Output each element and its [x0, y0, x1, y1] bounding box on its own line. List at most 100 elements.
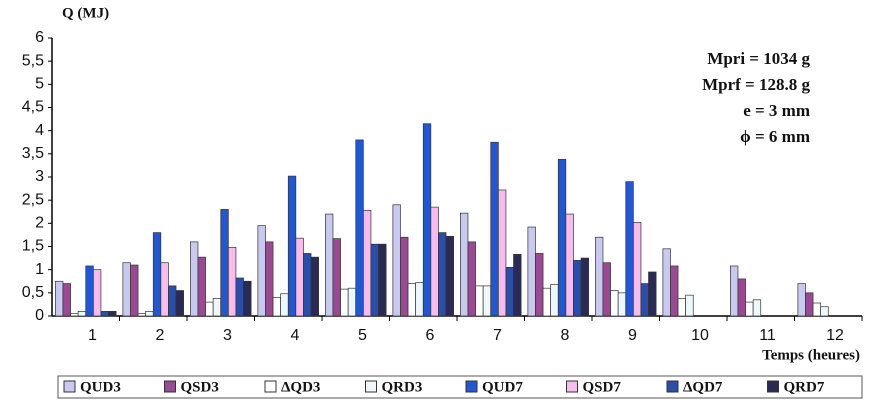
bar [648, 271, 657, 317]
bar [573, 260, 582, 317]
x-tick-label: 12 [826, 327, 844, 344]
legend-label: QRD7 [784, 379, 825, 395]
legend-box [57, 375, 863, 399]
bar [422, 123, 432, 317]
bar [108, 311, 117, 317]
x-tick-label: 5 [358, 327, 367, 344]
legend-swatch [63, 380, 76, 393]
bar [160, 262, 169, 317]
bar [805, 292, 814, 317]
bar [737, 278, 746, 317]
x-tick-label: 4 [291, 327, 300, 344]
y-tick-label: 4,5 [22, 99, 44, 116]
legend-label: QUD3 [80, 379, 121, 395]
legend-swatch [566, 380, 578, 393]
bar [820, 306, 829, 317]
legend-swatch [365, 380, 377, 393]
legend-swatch [164, 380, 176, 393]
x-tick-label: 6 [426, 327, 435, 344]
bar [340, 288, 349, 317]
bar [303, 253, 312, 317]
bar [467, 241, 476, 317]
legend-label: ΔQD3 [281, 379, 320, 395]
bar [438, 232, 447, 317]
x-tick-label: 3 [223, 327, 232, 344]
bar [632, 222, 642, 317]
bar [392, 204, 401, 317]
bar [407, 283, 417, 317]
annotation: e = 3 mm [743, 101, 810, 120]
legend-swatch [666, 380, 679, 393]
bar [235, 277, 244, 317]
bar [513, 254, 522, 317]
bar [670, 265, 679, 317]
bar [445, 235, 454, 317]
bar [310, 256, 319, 317]
bar [325, 213, 334, 317]
bar [332, 238, 341, 317]
x-tick-label: 11 [759, 327, 776, 344]
bar [640, 283, 649, 317]
bar [70, 313, 79, 317]
bar [662, 248, 671, 317]
bar [565, 213, 574, 317]
y-tick-label: 5,5 [22, 52, 44, 69]
bar [370, 243, 379, 317]
bar [625, 181, 634, 317]
bar [272, 297, 282, 317]
bar [347, 287, 357, 317]
bar [122, 262, 131, 317]
bar [482, 285, 492, 317]
bar [542, 287, 552, 317]
legend-swatch [465, 380, 478, 393]
annotation: Mpri = 1034 g [707, 49, 810, 68]
y-tick-label: 3,5 [22, 145, 44, 162]
bar [400, 236, 409, 317]
y-axis-label: Q (MJ) [62, 5, 109, 21]
y-tick-label: 6 [35, 29, 44, 46]
bar [227, 247, 237, 317]
bar [415, 282, 424, 317]
bar [190, 241, 199, 317]
bar [362, 210, 372, 317]
bar [677, 298, 687, 317]
bar [287, 175, 297, 317]
bar [430, 206, 439, 317]
legend-swatch [767, 380, 779, 393]
y-tick-label: 3 [35, 168, 44, 185]
bar [535, 253, 544, 317]
bar [752, 299, 762, 317]
legend-label: ΔQD7 [683, 379, 723, 395]
bar [130, 264, 139, 317]
bar [77, 311, 87, 317]
legend-label: QRD3 [382, 379, 423, 395]
bar [280, 293, 289, 317]
bar [168, 285, 177, 317]
legend-label: QUD7 [482, 379, 523, 395]
bar [602, 262, 611, 317]
bar [797, 283, 806, 317]
bar [257, 225, 266, 317]
bar [62, 283, 71, 317]
bar [610, 290, 619, 317]
bar [550, 284, 559, 317]
annotation: ϕ = 6 mm [740, 127, 810, 146]
legend-swatch [264, 380, 277, 393]
bar [205, 301, 214, 317]
x-axis-label: Temps (heures) [762, 347, 860, 363]
bar [92, 269, 102, 317]
y-tick-label: 1 [35, 261, 44, 278]
x-tick-label: 9 [628, 327, 637, 344]
bar [100, 311, 109, 317]
x-tick-label: 2 [156, 327, 165, 344]
bar [378, 243, 387, 317]
bar [745, 301, 754, 317]
bar [265, 241, 274, 317]
bar [197, 256, 206, 317]
bar [617, 292, 627, 317]
bar [490, 141, 499, 317]
legend-label: QSD3 [181, 379, 219, 395]
bar [527, 226, 536, 317]
bar [85, 265, 94, 317]
